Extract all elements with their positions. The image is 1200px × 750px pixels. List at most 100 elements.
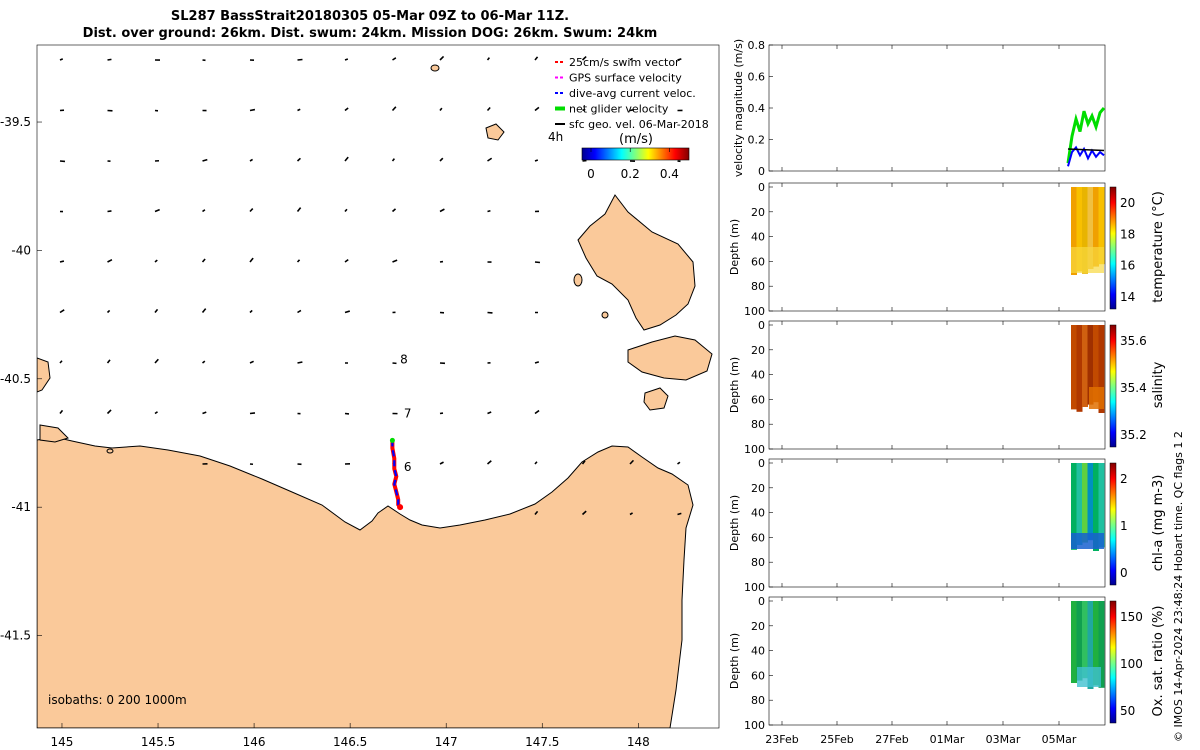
- track-end-marker: [397, 504, 404, 511]
- kent-group-island: [485, 123, 505, 141]
- geo-vector-arrow: [202, 158, 208, 162]
- depth-ylabel: Depth (m): [728, 495, 741, 551]
- profile-cell: [1093, 601, 1099, 686]
- map-x-tick-label: 148: [627, 735, 650, 749]
- legend-label: dive-avg current veloc.: [569, 87, 696, 100]
- geo-vector-arrow: [106, 409, 112, 415]
- geo-vector-arrow: [581, 510, 587, 516]
- depth-tick-label: 80: [751, 418, 765, 431]
- geo-vector-arrow: [392, 57, 397, 61]
- geo-vector-arrow: [249, 257, 254, 263]
- profile-panel-temp: [768, 182, 1106, 312]
- profile-cell: [1071, 325, 1077, 410]
- legend-label: GPS surface velocity: [569, 72, 682, 85]
- profile-cell: [1071, 533, 1104, 549]
- tasmania-land: [37, 436, 694, 728]
- geo-vector-arrow: [534, 461, 538, 465]
- geo-vector-arrow: [249, 360, 254, 364]
- legend-extra-label: 4h: [548, 130, 563, 144]
- profile-cell: [1076, 325, 1083, 412]
- map-y-tick-label: -40: [11, 243, 31, 257]
- profile-cell: [1076, 463, 1083, 545]
- time-x-tick-label: 23Feb: [765, 733, 798, 746]
- map-x-tick-label: 145: [51, 735, 74, 749]
- clarke-island: [643, 387, 669, 411]
- map-axes: 145 145.5 146 146.5 147 147.5 148 -39.5 -40 -40.5…: [0, 115, 650, 749]
- geo-vector-arrow: [439, 107, 443, 111]
- hunter-island: [37, 357, 51, 393]
- depth-tick-label: 40: [751, 507, 765, 520]
- geo-vector-arrow: [249, 158, 253, 162]
- sfc-geo-velocity-line: [1067, 148, 1105, 152]
- geo-vector-arrow: [581, 460, 586, 465]
- depth-tick-label: 100: [744, 305, 765, 318]
- map-x-tick-label: 146: [243, 735, 266, 749]
- geo-vector-arrow: [154, 208, 160, 213]
- geo-vector-arrow: [629, 459, 635, 465]
- profile-cell: [1076, 187, 1083, 272]
- geo-vector-arrow: [107, 258, 113, 263]
- depth-ylabel: Depth (m): [728, 219, 741, 275]
- depth-tick-label: 60: [751, 393, 765, 406]
- geo-vector-arrow: [344, 156, 349, 162]
- profile-cell: [1098, 463, 1105, 548]
- depth-tick-label: 0: [758, 319, 765, 332]
- depth-tick-label: 60: [751, 531, 765, 544]
- colorbar-oxy: [1109, 600, 1117, 724]
- geo-vector-arrow: [154, 259, 158, 263]
- geo-vector-arrow: [249, 108, 256, 112]
- geo-vector-arrow: [201, 360, 206, 364]
- depth-tick-label: 0: [758, 181, 765, 194]
- geo-vector-arrow: [487, 411, 492, 415]
- geo-vector-arrow: [249, 412, 256, 415]
- velocity-y-tick-label: 0: [758, 165, 765, 178]
- geo-vector-arrow: [106, 359, 111, 364]
- geo-vector-arrow: [297, 309, 302, 314]
- sfc-geo-vector-field: [59, 55, 683, 516]
- geo-vector-arrow: [201, 308, 207, 314]
- geo-vector-arrow: [629, 108, 635, 112]
- profile-cell: [1093, 463, 1099, 551]
- profile-cell: [1093, 325, 1099, 403]
- cape-barren-island: [627, 335, 713, 381]
- colorbar-temp: [1109, 186, 1117, 310]
- colorbar-tick-label: 20: [1120, 196, 1135, 210]
- net-glider-velocity-line: [1066, 107, 1106, 164]
- geo-vector-arrow: [296, 259, 301, 263]
- colorbar-tick-label: 0: [587, 167, 595, 181]
- map-panel: 8 7 6 145 145.5 146 146.5 147 147.5 148 -39.5 -40 -…: [0, 44, 720, 749]
- velocity-panel: [768, 44, 1106, 172]
- glider-track: 8 7 6: [389, 352, 412, 511]
- geo-vector-arrow: [297, 361, 303, 364]
- geo-vector-arrow: [154, 308, 159, 314]
- geo-vector-arrow: [582, 108, 586, 112]
- geo-vector-arrow: [534, 361, 540, 364]
- geo-vector-arrow: [391, 158, 396, 162]
- geo-vector-arrow: [677, 512, 682, 516]
- colorbar-tick-label: 35.2: [1120, 428, 1147, 442]
- geo-vector-arrow: [202, 209, 206, 213]
- time-x-tick-label: 25Feb: [820, 733, 853, 746]
- colorbar-label-temp: temperature (°C): [1151, 191, 1166, 303]
- track-time-label: 8: [400, 352, 408, 366]
- geo-vector-arrow: [107, 58, 112, 61]
- depth-tick-label: 0: [758, 457, 765, 470]
- profile-cell: [1082, 601, 1088, 679]
- figure-title-line2: Dist. over ground: 26km. Dist. swum: 24k…: [82, 26, 658, 41]
- profile-cell: [1077, 667, 1101, 687]
- profile-panel-oxy: [768, 596, 1106, 726]
- depth-tick-label: 80: [751, 694, 765, 707]
- depth-ylabel: Depth (m): [728, 357, 741, 413]
- geo-vector-arrow: [201, 258, 206, 263]
- depth-tick-label: 40: [751, 369, 765, 382]
- colorbar-tick-label: 0: [1120, 566, 1128, 580]
- time-x-tick-label: 01Mar: [930, 733, 965, 746]
- geo-vector-arrow: [297, 58, 303, 61]
- map-x-tick-label: 145.5: [141, 735, 175, 749]
- geo-vector-arrow: [59, 260, 65, 263]
- profile-cell: [1093, 187, 1099, 267]
- geo-vector-arrow: [439, 461, 444, 465]
- depth-tick-label: 80: [751, 280, 765, 293]
